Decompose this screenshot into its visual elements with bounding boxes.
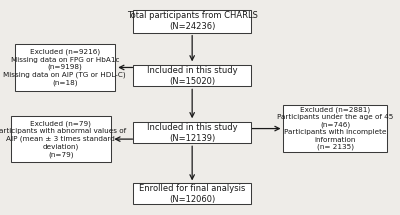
Text: Total participants from CHARLS
(N=24236): Total participants from CHARLS (N=24236) bbox=[127, 11, 258, 31]
Text: Included in this study
(N=15020): Included in this study (N=15020) bbox=[147, 66, 238, 86]
FancyBboxPatch shape bbox=[133, 183, 251, 204]
FancyBboxPatch shape bbox=[133, 65, 251, 86]
FancyBboxPatch shape bbox=[15, 44, 115, 91]
Text: Excluded (n=79)
Participants with abnormal values of
AIP (mean ± 3 times standar: Excluded (n=79) Participants with abnorm… bbox=[0, 121, 126, 158]
FancyBboxPatch shape bbox=[11, 116, 111, 162]
Text: Enrolled for final analysis
(N=12060): Enrolled for final analysis (N=12060) bbox=[139, 184, 245, 204]
Text: Excluded (n=2881)
Participants under the age of 45
(n=746)
Participants with inc: Excluded (n=2881) Participants under the… bbox=[277, 107, 394, 150]
Text: Included in this study
(N=12139): Included in this study (N=12139) bbox=[147, 123, 238, 143]
FancyBboxPatch shape bbox=[133, 9, 251, 33]
FancyBboxPatch shape bbox=[133, 122, 251, 143]
FancyBboxPatch shape bbox=[283, 105, 387, 152]
Text: Excluded (n=9216)
Missing data on FPG or HbA1c
(n=9198)
Missing data on AIP (TG : Excluded (n=9216) Missing data on FPG or… bbox=[4, 49, 126, 86]
